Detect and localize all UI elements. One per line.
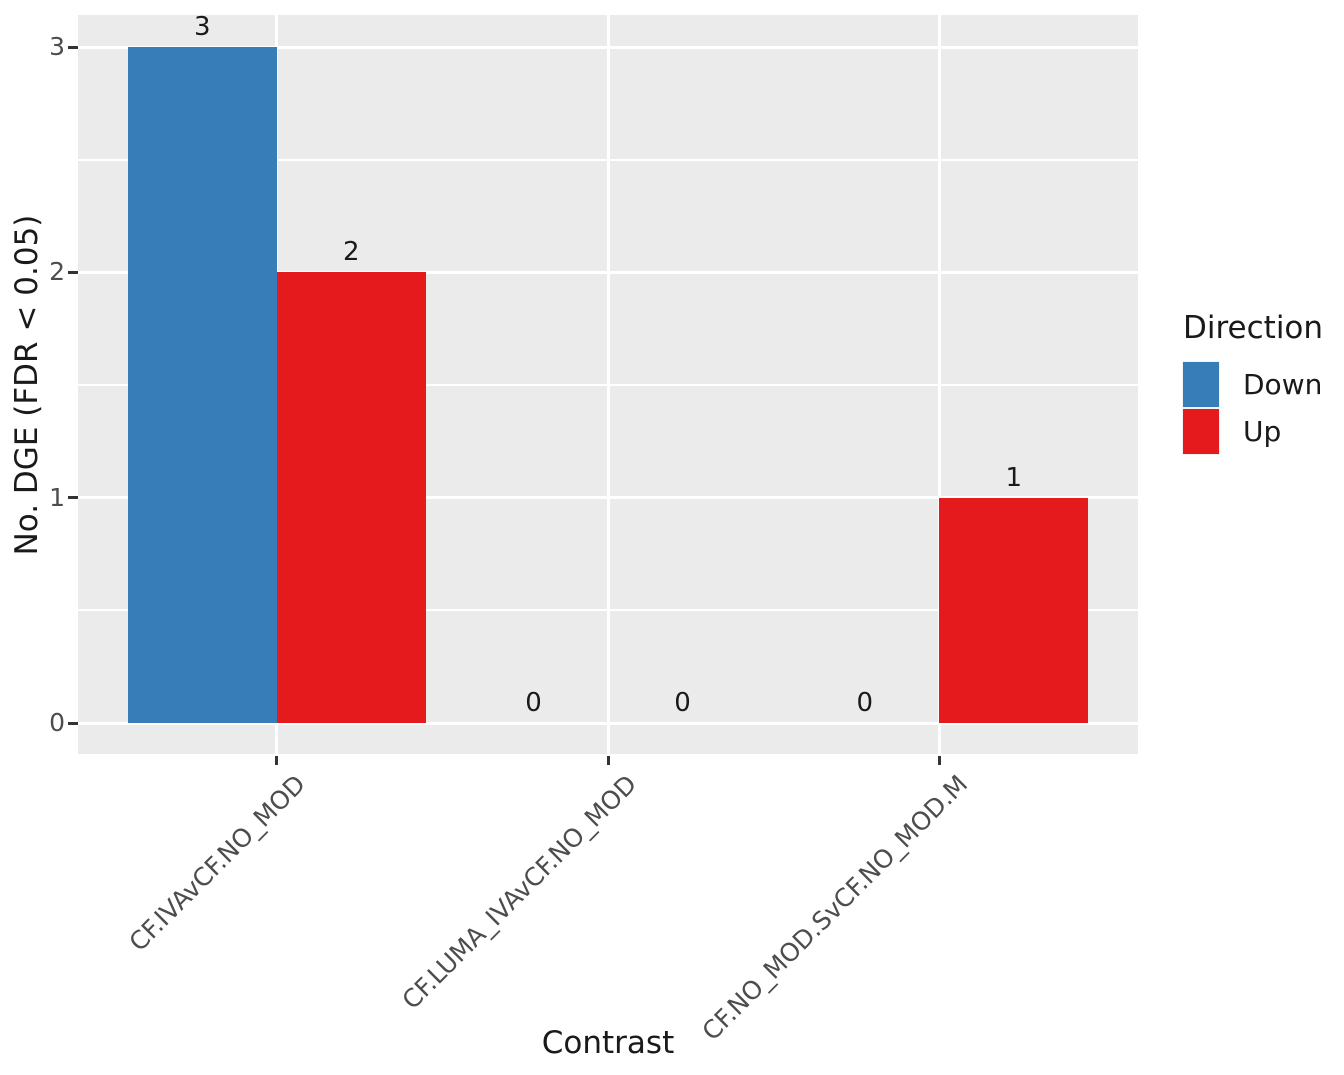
x-axis-title: Contrast [541,1025,675,1061]
legend-title: Direction [1183,310,1324,346]
bar-up-2 [939,497,1089,723]
bar-value-label: 0 [674,688,691,718]
y-tick-label: 0 [49,708,65,737]
y-tick-mark [68,496,78,500]
y-tick-label: 1 [49,482,65,512]
bar-value-label: 1 [1005,462,1023,493]
legend-entry-up: Up [1183,409,1323,454]
x-tick-mark [937,756,941,765]
x-tick-label: CF.NO_MOD.SvCF.NO_MOD.M [696,769,974,1047]
bar-value-label: 3 [193,15,211,42]
bar-up-0 [276,272,426,723]
plot-panel: 3 0 0 2 0 1 [78,15,1138,754]
y-tick-mark [68,721,78,725]
legend: Direction Down Up [1183,310,1323,456]
y-tick-mark [68,45,78,49]
gridline-major [78,270,1138,274]
x-tick-label: CF.IVAvCF.NO_MOD [123,769,311,957]
y-tick-label: 2 [49,257,65,287]
gridline-major [78,496,1138,500]
x-tick-mark [275,756,279,765]
down-color-swatch [1183,362,1219,407]
up-color-swatch [1183,409,1219,454]
legend-entry-down: Down [1183,362,1323,407]
gridline-major [78,721,1138,725]
x-tick-mark [606,756,610,765]
gridline-major [78,45,1138,49]
bar-down-0 [127,47,277,723]
legend-label: Up [1243,415,1282,448]
legend-entries: Down Up [1183,362,1323,454]
gridline-vertical-major [937,15,941,754]
x-tick-label: CF.LUMA_IVAvCF.NO_MOD [396,769,642,1015]
bar-value-label: 0 [525,688,542,718]
legend-label: Down [1243,368,1323,401]
gridline-vertical-major [606,15,610,754]
y-tick-label: 3 [49,32,65,61]
bar-value-label: 0 [856,688,873,718]
bar-value-label: 2 [343,237,360,268]
y-tick-mark [68,270,78,274]
